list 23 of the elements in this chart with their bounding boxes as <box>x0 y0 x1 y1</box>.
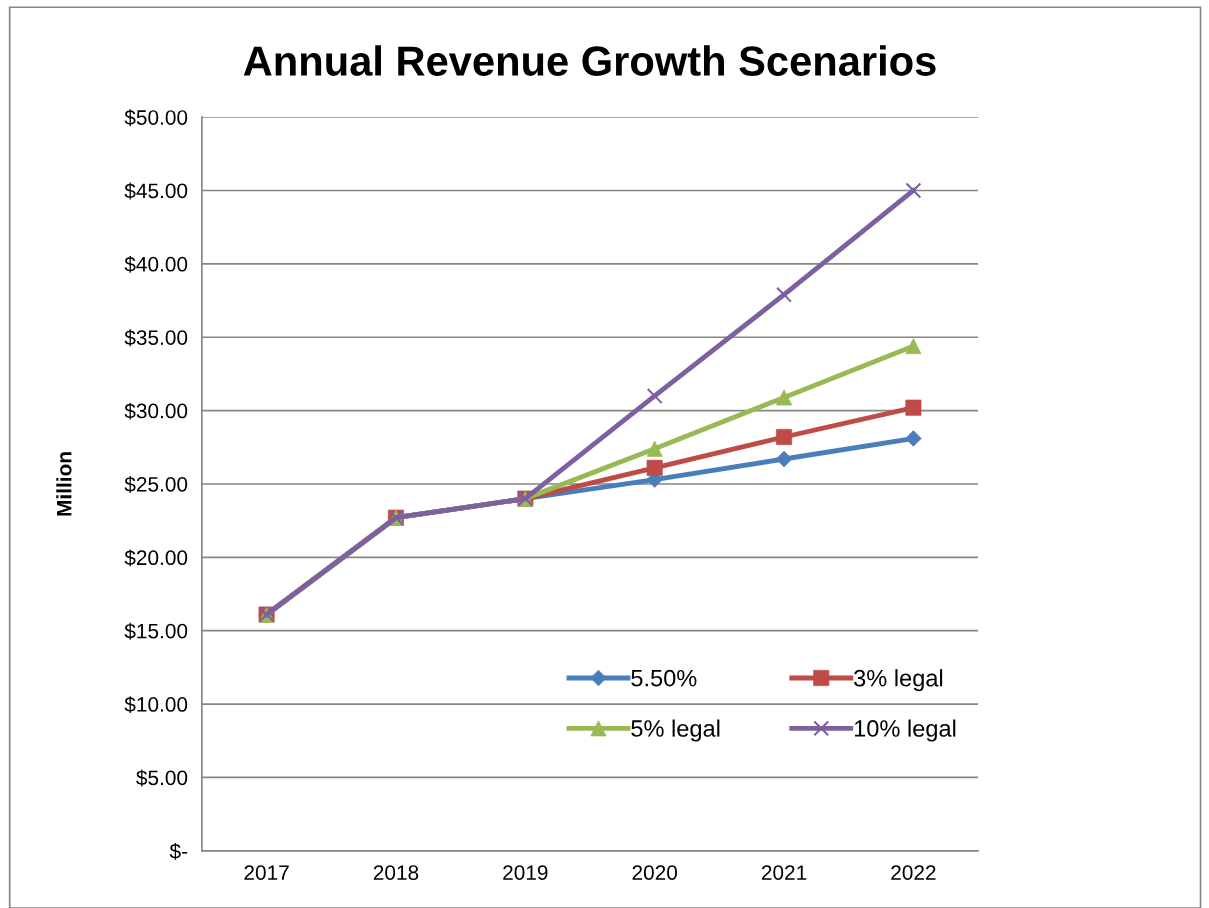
y-tick-label: $35.00 <box>124 329 188 347</box>
x-tick-label: 2017 <box>244 865 289 880</box>
legend-label: 3% legal <box>854 669 943 692</box>
x-tick-label: 2019 <box>503 865 548 880</box>
legend-label: 5.50% <box>631 669 697 687</box>
y-tick-label: $5.00 <box>136 769 188 787</box>
legend-label: 5% legal <box>631 719 720 742</box>
y-tick-label: $10.00 <box>124 696 188 714</box>
x-tick-label: 2018 <box>373 865 419 880</box>
y-tick-label: $45.00 <box>124 182 188 200</box>
y-tick-label: $20.00 <box>124 549 188 567</box>
y-tick-label: $50.00 <box>124 109 188 127</box>
y-tick-label: $15.00 <box>124 622 188 640</box>
chart-title: Annual Revenue Growth Scenarios <box>243 45 936 76</box>
y-tick-label: $- <box>169 842 188 860</box>
y-tick-label: $25.00 <box>124 476 188 493</box>
x-tick-label: 2020 <box>632 865 678 880</box>
y-tick-label: $30.00 <box>124 402 188 420</box>
legend-label: 10% legal <box>854 719 956 742</box>
x-tick-label: 2021 <box>761 865 807 880</box>
x-tick-label: 2022 <box>891 865 936 880</box>
y-tick-label: $40.00 <box>124 255 188 273</box>
y-axis-title: Million <box>56 452 72 516</box>
